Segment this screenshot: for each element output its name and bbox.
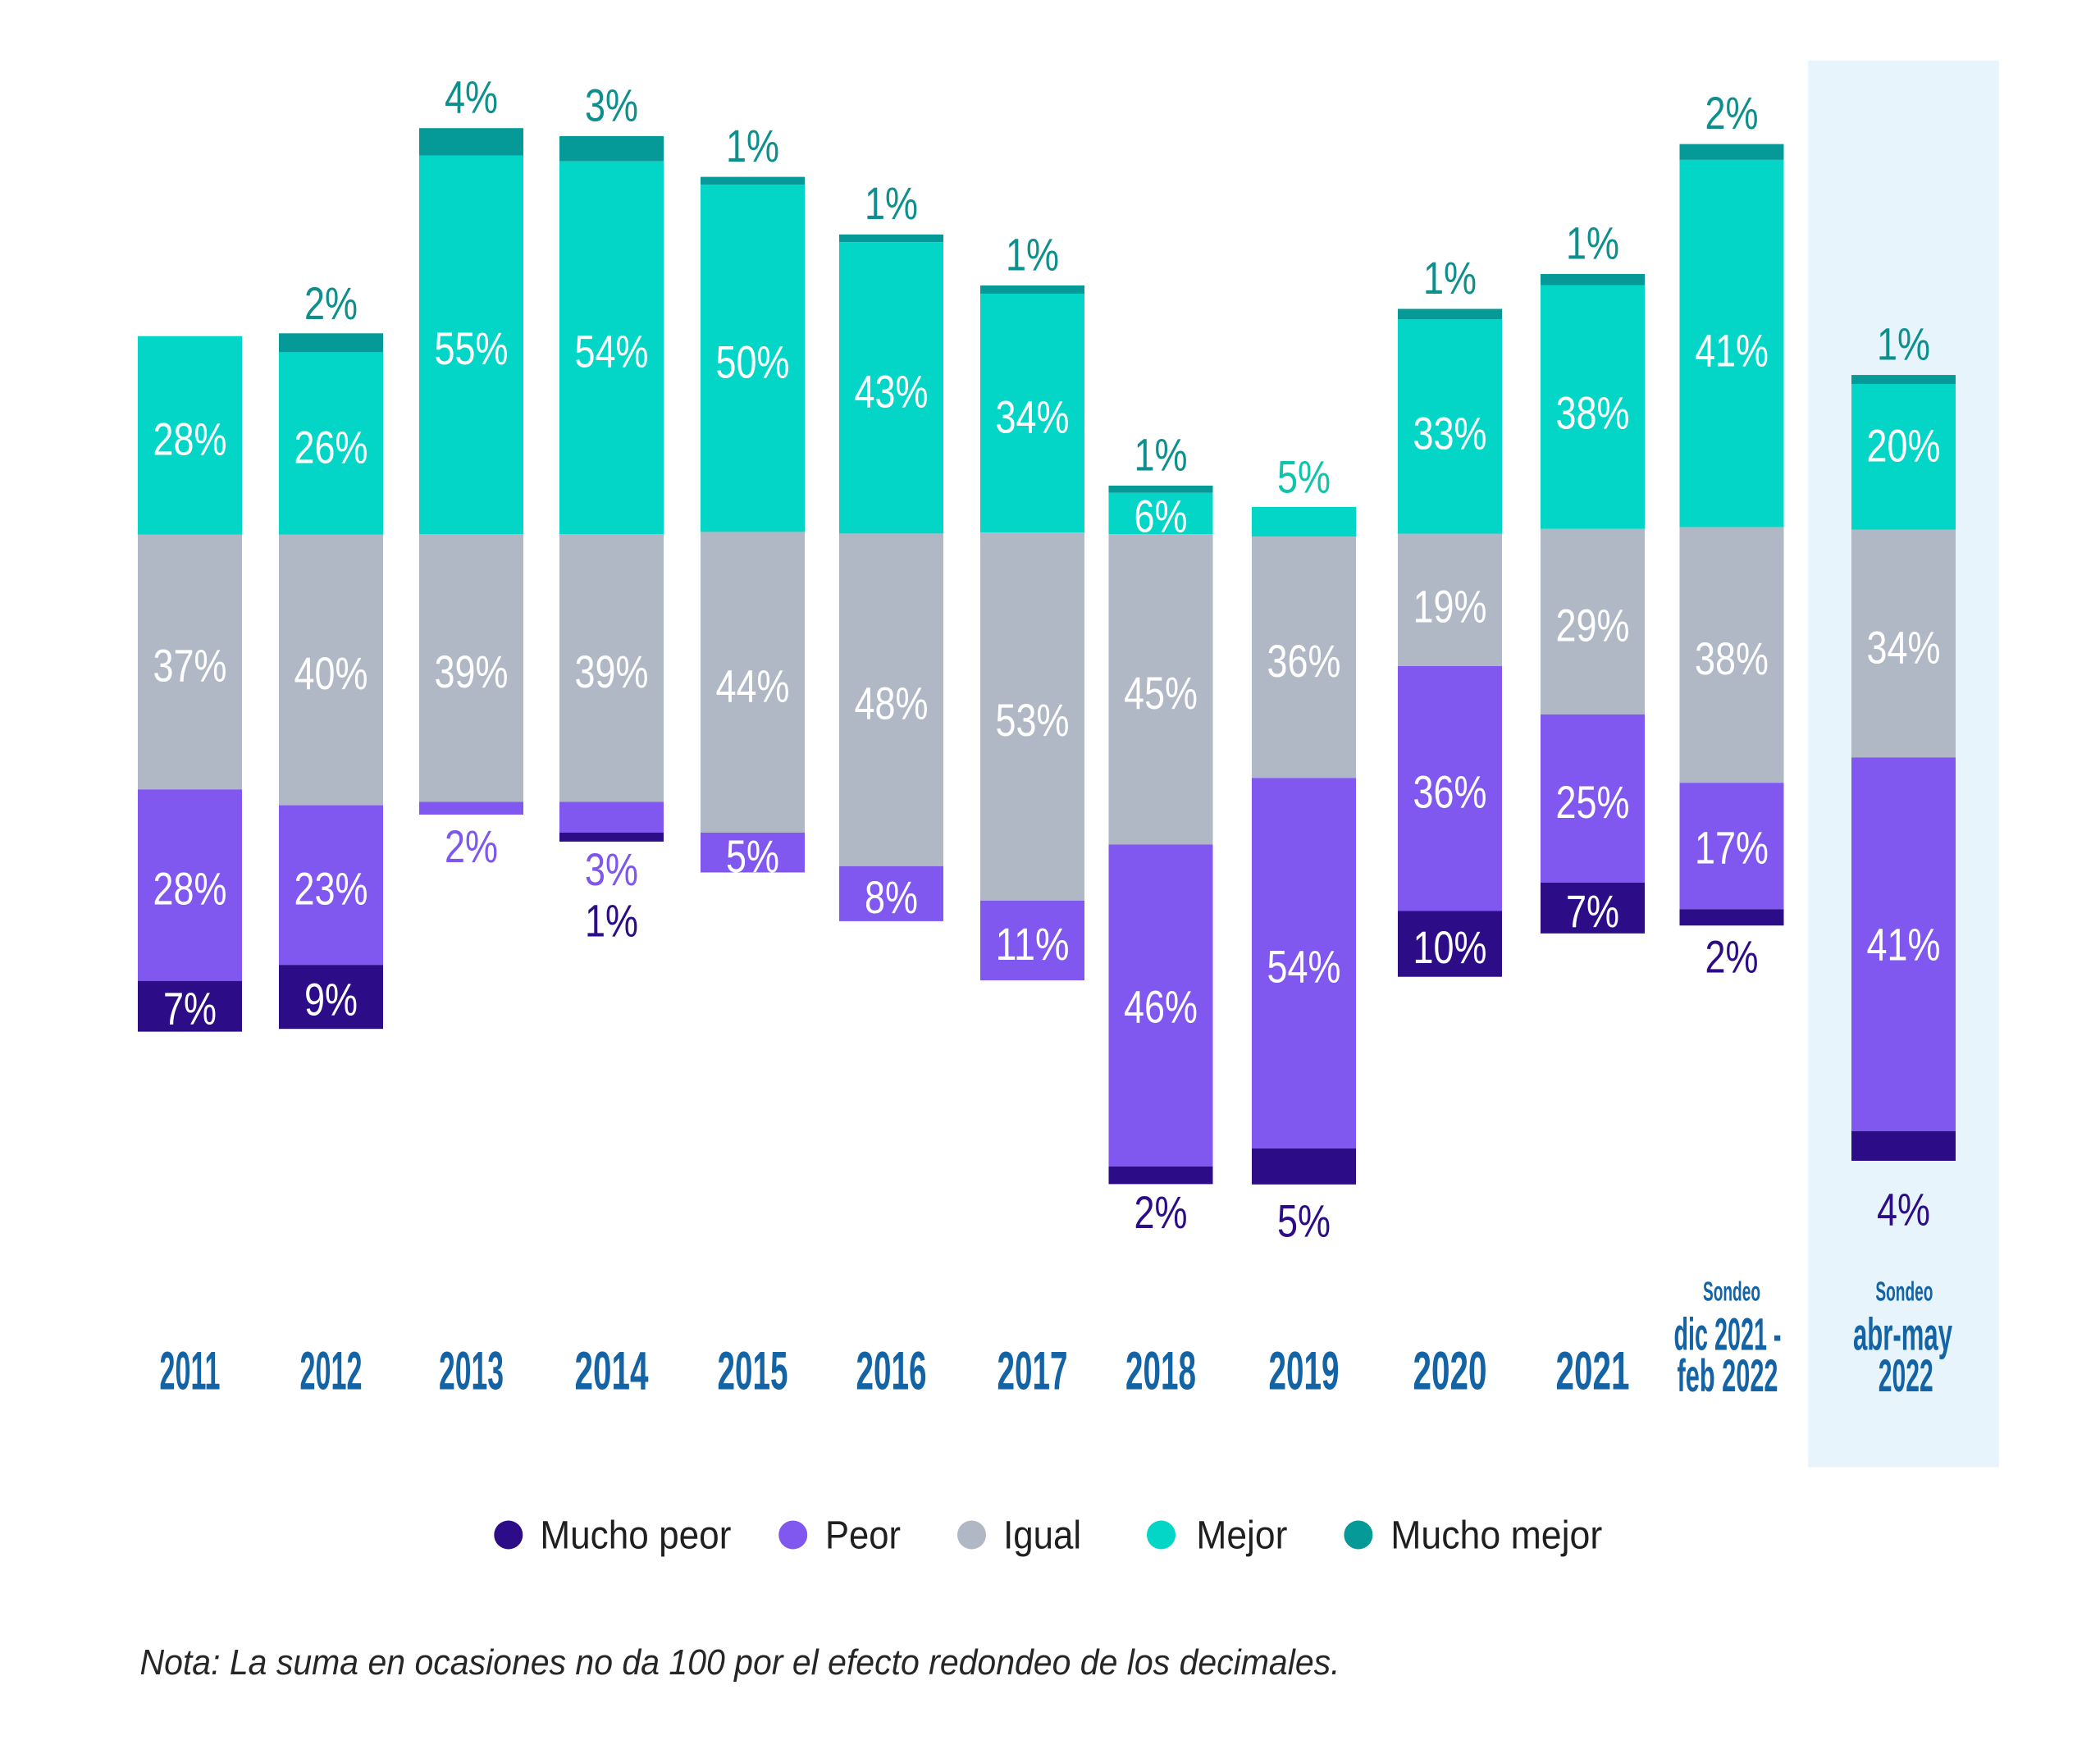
svg-text:40%: 40%: [294, 647, 368, 699]
svg-text:8%: 8%: [865, 871, 918, 923]
svg-text:55%: 55%: [435, 322, 509, 374]
svg-text:54%: 54%: [1267, 940, 1341, 992]
svg-text:45%: 45%: [1124, 667, 1198, 719]
svg-text:Igual: Igual: [1003, 1514, 1081, 1557]
svg-text:28%: 28%: [153, 413, 227, 464]
svg-text:39%: 39%: [575, 646, 649, 697]
svg-text:1%: 1%: [1423, 252, 1477, 304]
svg-text:Nota: La suma en ocasiones no: Nota: La suma en ocasiones no da 100 por…: [140, 1642, 1340, 1683]
svg-text:17%: 17%: [1695, 821, 1769, 873]
svg-text:19%: 19%: [1413, 580, 1487, 632]
svg-text:4%: 4%: [445, 71, 498, 122]
svg-text:Peor: Peor: [825, 1514, 901, 1557]
svg-text:3%: 3%: [585, 79, 638, 130]
svg-text:44%: 44%: [716, 660, 790, 711]
svg-text:4%: 4%: [1877, 1183, 1930, 1235]
svg-text:29%: 29%: [1556, 599, 1630, 651]
svg-text:43%: 43%: [855, 365, 929, 417]
svg-text:53%: 53%: [996, 694, 1070, 746]
svg-text:2%: 2%: [445, 820, 498, 872]
svg-text:2%: 2%: [304, 277, 358, 329]
svg-text:5%: 5%: [1277, 450, 1331, 502]
svg-text:3%: 3%: [585, 843, 638, 895]
svg-text:33%: 33%: [1413, 407, 1487, 459]
svg-text:2011: 2011: [160, 1340, 221, 1400]
svg-text:dic 2021 -: dic 2021 -: [1674, 1308, 1782, 1360]
svg-text:2018: 2018: [1125, 1340, 1196, 1400]
svg-text:feb 2022: feb 2022: [1678, 1349, 1778, 1401]
svg-text:28%: 28%: [153, 862, 227, 914]
svg-text:2013: 2013: [439, 1340, 504, 1400]
svg-text:Mejor: Mejor: [1196, 1514, 1287, 1557]
svg-text:Mucho peor: Mucho peor: [540, 1514, 731, 1557]
svg-text:1%: 1%: [585, 895, 638, 947]
svg-text:Sondeo: Sondeo: [1703, 1276, 1760, 1306]
svg-text:1%: 1%: [1877, 317, 1930, 369]
svg-text:1%: 1%: [1006, 228, 1059, 280]
svg-text:41%: 41%: [1695, 324, 1769, 376]
svg-text:2%: 2%: [1705, 87, 1759, 139]
svg-text:abr-may: abr-may: [1853, 1308, 1952, 1360]
svg-text:25%: 25%: [1556, 776, 1630, 828]
svg-text:2014: 2014: [575, 1340, 649, 1400]
svg-text:Sondeo: Sondeo: [1875, 1276, 1933, 1306]
svg-text:38%: 38%: [1695, 632, 1769, 684]
svg-text:37%: 37%: [153, 639, 227, 691]
svg-text:23%: 23%: [294, 862, 368, 914]
svg-text:7%: 7%: [163, 982, 217, 1034]
svg-text:7%: 7%: [1566, 885, 1619, 937]
svg-text:5%: 5%: [726, 830, 779, 882]
svg-text:1%: 1%: [1566, 217, 1619, 268]
svg-text:48%: 48%: [855, 677, 929, 728]
svg-text:2017: 2017: [998, 1340, 1068, 1400]
svg-text:2020: 2020: [1413, 1340, 1487, 1400]
svg-text:10%: 10%: [1413, 921, 1487, 973]
svg-text:36%: 36%: [1267, 635, 1341, 687]
svg-text:2012: 2012: [300, 1340, 363, 1400]
svg-text:2016: 2016: [856, 1340, 927, 1400]
svg-text:50%: 50%: [716, 336, 790, 387]
svg-text:2022: 2022: [1879, 1349, 1933, 1401]
svg-text:54%: 54%: [575, 325, 649, 377]
svg-text:39%: 39%: [435, 646, 509, 697]
svg-text:36%: 36%: [1413, 765, 1487, 817]
svg-text:2019: 2019: [1269, 1340, 1340, 1400]
svg-text:9%: 9%: [304, 973, 358, 1025]
svg-text:2015: 2015: [718, 1340, 788, 1400]
svg-text:41%: 41%: [1867, 918, 1941, 970]
svg-text:11%: 11%: [996, 918, 1070, 970]
svg-text:34%: 34%: [1867, 621, 1941, 673]
svg-text:5%: 5%: [1277, 1194, 1331, 1246]
svg-text:46%: 46%: [1124, 980, 1198, 1032]
svg-text:2%: 2%: [1134, 1186, 1188, 1238]
svg-text:2021: 2021: [1556, 1340, 1630, 1400]
svg-text:26%: 26%: [294, 421, 368, 473]
svg-text:20%: 20%: [1867, 419, 1941, 471]
svg-text:6%: 6%: [1134, 490, 1188, 541]
svg-text:Mucho mejor: Mucho mejor: [1390, 1514, 1602, 1557]
svg-text:1%: 1%: [865, 177, 918, 229]
svg-text:2%: 2%: [1705, 931, 1759, 983]
svg-text:1%: 1%: [726, 120, 779, 171]
svg-text:38%: 38%: [1556, 386, 1630, 438]
svg-text:1%: 1%: [1134, 428, 1188, 480]
svg-text:34%: 34%: [996, 390, 1070, 442]
